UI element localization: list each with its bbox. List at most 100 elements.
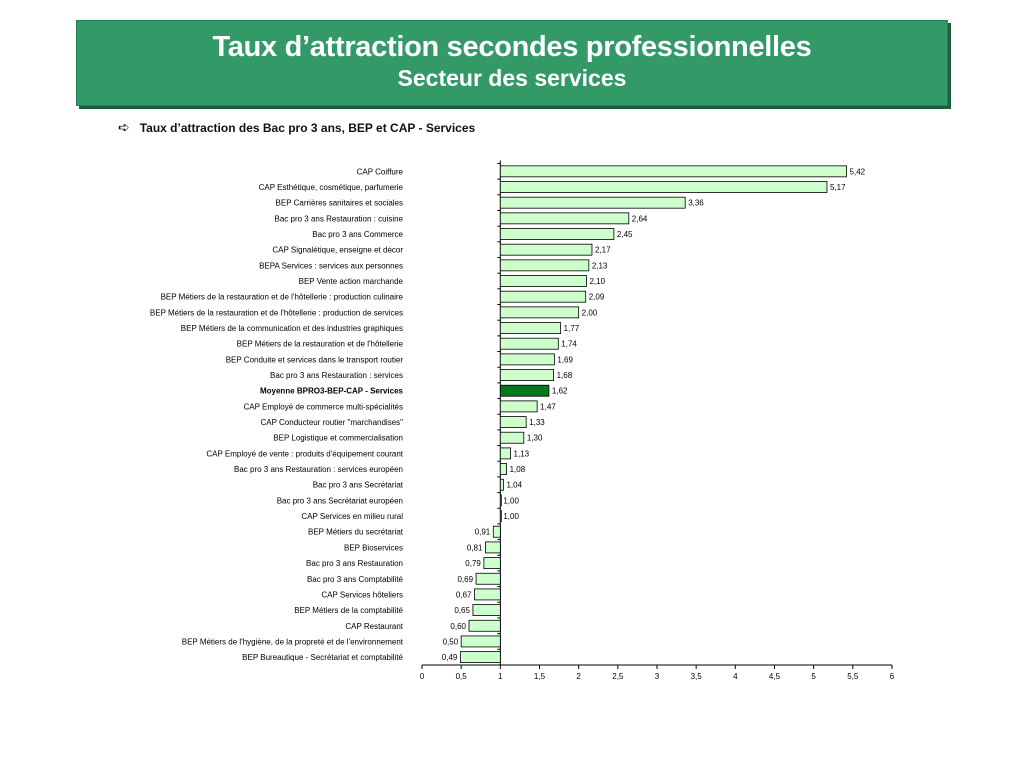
category-label: BEP Vente action marchande <box>299 277 404 286</box>
bar <box>499 510 502 522</box>
chart-heading: ➪ Taux d’attraction des Bac pro 3 ans, B… <box>118 119 475 136</box>
category-label: BEP Métiers de la restauration et de l'h… <box>150 308 403 317</box>
data-label: 5,42 <box>850 167 866 176</box>
category-label: Moyenne BPRO3-BEP-CAP - Services <box>260 387 404 396</box>
data-label: 1,62 <box>552 387 568 396</box>
bar <box>499 463 507 475</box>
category-label: CAP Esthétique, cosmétique, parfumerie <box>259 183 404 192</box>
bar <box>499 196 686 209</box>
data-label: 2,09 <box>589 293 605 302</box>
bar <box>499 400 538 413</box>
data-label: 1,04 <box>506 481 522 490</box>
bar <box>499 228 615 240</box>
category-label: BEP Conduite et services dans le transpo… <box>226 355 404 364</box>
data-label: 2,17 <box>595 246 611 255</box>
x-tick-label: 0,5 <box>456 672 468 681</box>
category-label: BEP Métiers de l'hygiène, de la propreté… <box>182 637 404 646</box>
x-tick-label: 1 <box>498 672 503 681</box>
data-label: 2,10 <box>589 277 605 286</box>
page-subtitle: Secteur des services <box>397 65 627 91</box>
title-banner: Taux d’attraction secondes professionnel… <box>76 20 948 106</box>
data-label: 0,65 <box>454 606 470 615</box>
x-tick-label: 3 <box>655 672 660 681</box>
category-label: CAP Signalétique, enseigne et décor <box>272 246 403 255</box>
category-label: BEP Métiers du secrétariat <box>308 528 404 537</box>
chart-heading-text: Taux d’attraction des Bac pro 3 ans, BEP… <box>139 120 476 135</box>
category-label: BEP Métiers de la communication et des i… <box>181 324 403 333</box>
data-label: 1,00 <box>503 496 519 505</box>
data-label: 0,79 <box>465 559 481 568</box>
arrow-right-icon: ➪ <box>118 119 130 135</box>
bar <box>499 416 527 428</box>
category-label: Bac pro 3 ans Restauration : services eu… <box>234 465 403 474</box>
x-tick-label: 5 <box>811 672 816 681</box>
bar <box>499 431 525 444</box>
bar <box>499 181 828 193</box>
category-label: BEP Logistique et commercialisation <box>273 434 403 443</box>
bar <box>499 243 593 256</box>
category-label: Bac pro 3 ans Commerce <box>312 230 403 239</box>
data-label: 1,30 <box>527 434 543 443</box>
bar <box>472 604 501 616</box>
x-tick-label: 4,5 <box>769 672 781 681</box>
bar <box>483 557 501 569</box>
x-tick-label: 5,5 <box>847 672 859 681</box>
x-tick-label: 4 <box>733 672 738 681</box>
data-label: 3,36 <box>688 199 704 208</box>
data-label: 1,74 <box>561 340 577 349</box>
category-label: CAP Services en milieu rural <box>301 512 403 521</box>
data-label: 0,49 <box>442 653 458 662</box>
category-label: CAP Conducteur routier "marchandises" <box>261 418 404 427</box>
data-label: 1,68 <box>557 371 573 380</box>
bar <box>499 306 580 319</box>
category-label: Bac pro 3 ans Restauration : services <box>270 371 403 380</box>
data-label: 0,81 <box>467 543 483 552</box>
bar <box>499 322 562 334</box>
category-label: BEP Métiers de la restauration et de l'h… <box>237 340 404 349</box>
data-label: 0,67 <box>456 590 472 599</box>
x-tick-label: 3,5 <box>691 672 703 681</box>
data-label: 1,33 <box>529 418 545 427</box>
data-label: 1,08 <box>510 465 526 474</box>
x-tick-label: 2 <box>576 672 581 681</box>
data-label: 0,50 <box>443 637 459 646</box>
category-label: BEP Métiers de la comptabilité <box>294 606 403 615</box>
bar <box>499 447 511 460</box>
bar <box>468 619 501 632</box>
bar <box>485 541 501 554</box>
data-label: 1,77 <box>564 324 580 333</box>
category-label: Bac pro 3 ans Restauration <box>306 559 403 568</box>
data-label: 2,00 <box>582 308 598 317</box>
data-label: 2,64 <box>632 214 648 223</box>
bar <box>499 259 590 272</box>
data-label: 0,91 <box>475 528 491 537</box>
category-label: BEP Carrières sanitaires et sociales <box>276 199 403 208</box>
bar <box>499 369 554 381</box>
category-label: Bac pro 3 ans Restauration : cuisine <box>274 214 403 223</box>
category-label: CAP Coiffure <box>357 167 404 176</box>
bar <box>492 525 501 538</box>
x-tick-label: 2,5 <box>612 672 624 681</box>
data-label: 1,00 <box>503 512 519 521</box>
category-label: BEP Métiers de la restauration et de l'h… <box>161 293 404 302</box>
bar <box>499 212 630 225</box>
bar <box>474 588 501 601</box>
bar <box>499 165 847 178</box>
bar <box>499 290 587 303</box>
category-label: Bac pro 3 ans Secrétariat européen <box>277 496 403 505</box>
data-label: 2,45 <box>617 230 633 239</box>
data-label: 1,47 <box>540 402 556 411</box>
x-tick-label: 6 <box>890 672 895 681</box>
data-label: 5,17 <box>830 183 846 192</box>
data-label: 1,13 <box>514 449 530 458</box>
category-label: BEP Bioservices <box>344 543 403 552</box>
category-label: CAP Employé de commerce multi-spécialité… <box>244 402 403 411</box>
category-label: CAP Employé de vente : produits d'équipe… <box>206 449 403 458</box>
data-label: 0,69 <box>457 575 473 584</box>
category-label: Bac pro 3 ans Comptabilité <box>307 575 404 584</box>
category-label: BEP Bureautique - Secrétariat et comptab… <box>242 653 403 662</box>
bar <box>499 353 555 366</box>
data-label: 0,60 <box>450 622 466 631</box>
bar <box>459 651 501 664</box>
